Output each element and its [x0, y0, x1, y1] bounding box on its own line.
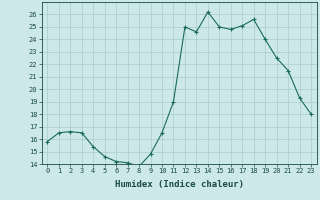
X-axis label: Humidex (Indice chaleur): Humidex (Indice chaleur): [115, 180, 244, 189]
